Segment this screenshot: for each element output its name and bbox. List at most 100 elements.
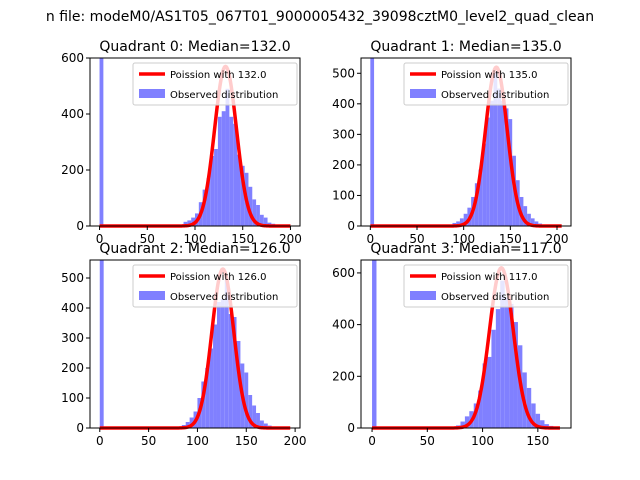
x-tick-label: 0 <box>96 434 104 448</box>
legend-box <box>403 62 569 106</box>
histogram-bar <box>256 205 260 226</box>
histogram-bar <box>252 405 257 428</box>
axes-frame <box>89 259 301 429</box>
y-tick-label: 200 <box>61 163 84 177</box>
legend: Poission with 132.0 Observed distribution <box>132 62 298 106</box>
y-tick-label: 400 <box>332 97 355 111</box>
legend-patch-swatch <box>139 291 165 300</box>
y-tick-label: 500 <box>61 271 84 285</box>
legend-patch-swatch <box>139 89 165 98</box>
x-tick-label: 100 <box>452 232 475 246</box>
histogram-bar <box>220 299 225 428</box>
histogram-bar <box>474 183 479 226</box>
histogram-bar <box>183 221 188 226</box>
subplot-title: Quadrant 1: Median=135.0 <box>370 39 561 55</box>
histogram-bar <box>225 88 230 226</box>
x-tick-label: 0 <box>96 232 104 246</box>
y-tick-label: 200 <box>61 361 84 375</box>
histogram-bar <box>489 100 494 226</box>
histogram-bar <box>248 186 253 226</box>
histogram-bar <box>527 213 531 226</box>
legend-patch-swatch <box>410 291 436 300</box>
y-tick-label: 600 <box>332 266 355 280</box>
histogram-bar <box>224 279 229 428</box>
histogram-bar <box>478 390 483 428</box>
histogram-bar <box>202 189 207 226</box>
histogram-bar <box>236 341 241 428</box>
x-tick-label: 100 <box>184 232 207 246</box>
legend-box <box>132 62 298 106</box>
legend-label-poisson: Poission with 135.0 <box>441 70 537 81</box>
x-tick-label: 0 <box>367 232 375 246</box>
histogram-bar <box>263 423 268 428</box>
histogram-bar <box>229 116 234 226</box>
histogram-bar <box>240 165 245 226</box>
x-tick-label: 50 <box>420 434 435 448</box>
histogram-bar <box>500 280 505 428</box>
x-tick-label: 0 <box>368 434 376 448</box>
histogram-bar <box>493 71 498 226</box>
histogram-bar <box>252 199 257 226</box>
histogram-bar <box>526 387 532 428</box>
legend-label-poisson: Poission with 126.0 <box>170 272 266 283</box>
legend: Poission with 126.0 Observed distribution <box>132 264 298 308</box>
histogram-bar <box>372 260 377 428</box>
histogram-bar <box>531 403 536 428</box>
histogram-bar <box>456 221 460 226</box>
histogram-bar <box>464 416 470 428</box>
subplots: 0 50 100 150 200 0 200 400 600 Quadrant 0: Median… <box>61 39 572 448</box>
legend-box <box>403 264 569 308</box>
histogram-bar <box>210 156 215 226</box>
histogram-bar <box>216 302 221 428</box>
histogram-bar <box>232 317 237 428</box>
y-tick-label: 0 <box>76 219 84 233</box>
histogram-bar <box>497 88 501 226</box>
legend-label-observed: Observed distribution <box>441 90 549 101</box>
y-tick-label: 0 <box>76 421 84 435</box>
histogram-bar <box>501 100 505 226</box>
legend-label-observed: Observed distribution <box>170 90 278 101</box>
y-tick-label: 100 <box>332 188 355 202</box>
y-tick-label: 400 <box>332 318 355 332</box>
x-tick-label: 100 <box>186 434 209 448</box>
histogram-bar <box>205 368 210 428</box>
subplot-quadrant-3: 0 50 100 150 0 200 400 600 Quadrant 3: Median=11… <box>332 241 572 448</box>
legend-box <box>132 264 298 308</box>
legend-label-poisson: Poission with 117.0 <box>441 272 537 283</box>
histogram-bar <box>544 424 549 428</box>
histogram-bar <box>482 363 487 428</box>
legend-label-poisson: Poission with 132.0 <box>170 70 266 81</box>
histogram-bar <box>460 421 465 428</box>
y-tick-label: 600 <box>61 51 84 65</box>
histogram-bar <box>99 260 104 428</box>
x-tick-label: 50 <box>140 232 155 246</box>
histogram-bar <box>201 381 206 428</box>
legend-patch-swatch <box>410 89 436 98</box>
histogram-bar <box>209 348 214 428</box>
histogram-bar <box>504 297 510 428</box>
histogram-bar <box>459 218 464 226</box>
y-tick-label: 200 <box>332 158 355 172</box>
figure-title: n file: modeM0/AS1T05_067T01_9000005432_… <box>46 9 594 25</box>
subplot-title: Quadrant 2: Median=126.0 <box>99 241 290 257</box>
histogram-bar <box>513 322 518 428</box>
histogram-bar <box>491 329 496 428</box>
x-tick-label: 50 <box>141 434 156 448</box>
x-tick-label: 150 <box>526 434 549 448</box>
y-tick-label: 100 <box>61 391 84 405</box>
y-tick-label: 300 <box>61 331 84 345</box>
histogram-bar <box>534 221 539 226</box>
legend: Poission with 135.0 Observed distribution <box>403 62 569 106</box>
histogram-bar <box>504 108 509 226</box>
x-tick-label: 50 <box>409 232 424 246</box>
histogram-bar <box>237 154 241 226</box>
histogram-bar <box>221 111 226 226</box>
x-tick-label: 100 <box>471 434 494 448</box>
histogram-bar <box>256 413 260 428</box>
histogram-bar <box>228 314 233 428</box>
histogram-bar <box>263 217 268 226</box>
y-tick-label: 0 <box>347 219 355 233</box>
histogram-bar <box>185 422 190 428</box>
histogram-bar <box>248 395 253 428</box>
histogram-bar <box>217 116 222 226</box>
